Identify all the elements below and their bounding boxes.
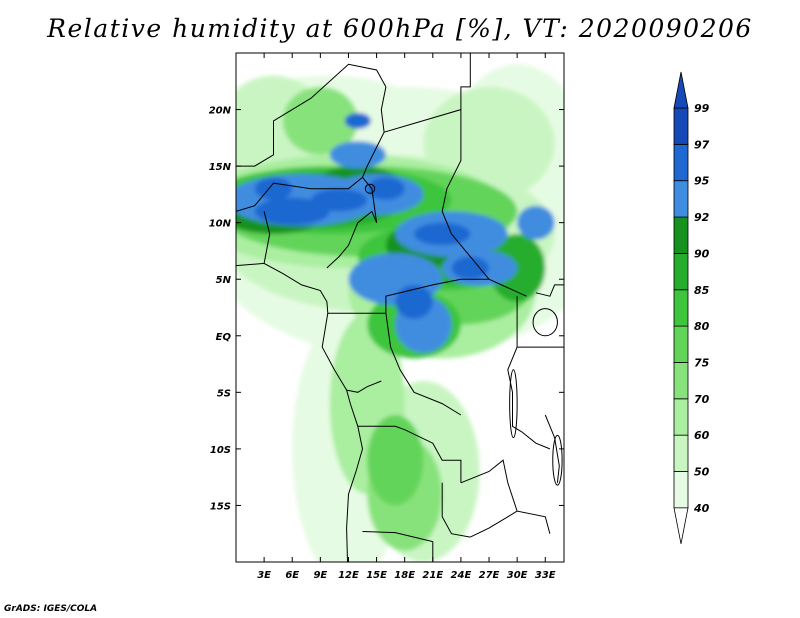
colorbar-label: 80 <box>694 320 710 333</box>
map-title: Relative humidity at 600hPa [%], VT: 202… <box>47 14 753 43</box>
colorbar-segment <box>673 362 689 400</box>
longitude-axis: 3E 6E 9E 12E 15E 18E 21E 24E 27E 30E 33E <box>257 53 556 581</box>
lon-tick-label: 6E <box>285 570 299 581</box>
colorbar-label: 40 <box>693 502 710 515</box>
colorbar-label: 85 <box>694 284 710 297</box>
map-frame <box>235 52 565 563</box>
lon-tick-label: 27E <box>479 570 500 581</box>
colorbar-segment <box>673 216 689 254</box>
country-borders <box>236 53 564 562</box>
colorbar-segment <box>673 398 689 436</box>
colorbar-segment <box>673 252 689 291</box>
colorbar-label: 90 <box>694 247 710 260</box>
colorbar-label: 50 <box>694 466 710 479</box>
lon-tick-label: 30E <box>507 570 528 581</box>
lat-tick-label: 10S <box>210 445 231 456</box>
lon-tick-label: 9E <box>313 570 327 581</box>
lon-tick-label: 3E <box>257 570 271 581</box>
colorbar-label: 95 <box>694 175 710 188</box>
colorbar-label: 70 <box>694 393 710 406</box>
lon-tick-label: 15E <box>366 570 387 581</box>
colorbar-segment <box>673 107 689 145</box>
colorbar-label: 99 <box>694 102 710 115</box>
lon-tick-label: 24E <box>451 570 472 581</box>
latitude-axis: 20N 15N 10N 5N EQ 5S 10S 15S <box>209 106 564 512</box>
grads-credit: GrADS: IGES/COLA <box>4 604 98 614</box>
colorbar-segment <box>673 325 689 363</box>
colorbar-label: 75 <box>694 356 710 369</box>
colorbar-segment <box>673 434 689 472</box>
colorbar: 40 50 60 70 75 80 85 90 92 95 97 99 <box>673 71 710 544</box>
colorbar-segment <box>673 180 689 218</box>
lon-tick-label: 33E <box>535 570 556 581</box>
colorbar-segment <box>673 143 689 182</box>
lat-tick-label: 5N <box>216 275 232 286</box>
colorbar-bottom-arrow <box>673 507 689 544</box>
lat-tick-label: 15S <box>210 501 231 512</box>
lat-tick-label: 20N <box>209 106 232 117</box>
colorbar-segment <box>673 289 689 327</box>
lat-tick-label: 5S <box>217 388 231 399</box>
colorbar-segment <box>673 471 689 509</box>
lon-tick-label: 21E <box>422 570 443 581</box>
lon-tick-label: 18E <box>394 570 415 581</box>
lon-tick-label: 12E <box>338 570 359 581</box>
colorbar-label: 92 <box>694 211 710 224</box>
lat-tick-label: 10N <box>209 219 232 230</box>
lat-tick-label: EQ <box>216 332 232 343</box>
colorbar-top-arrow <box>673 71 689 109</box>
lat-tick-label: 15N <box>209 162 232 173</box>
colorbar-label: 97 <box>694 138 710 151</box>
colorbar-label: 60 <box>694 429 710 442</box>
humidity-field <box>236 53 564 562</box>
